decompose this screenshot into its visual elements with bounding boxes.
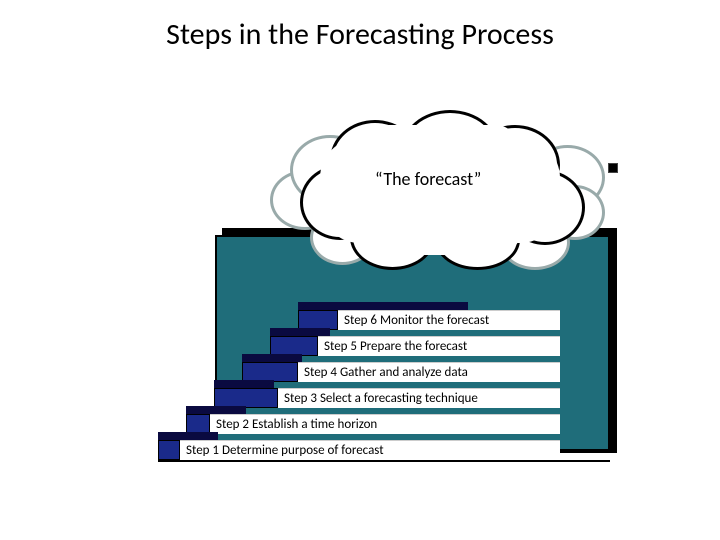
step-4-front [242,362,298,382]
window-icon [608,163,618,173]
step-3-label: Step 3 Select a forecasting technique [278,388,560,408]
forecast-steps-diagram: “The forecast” Step 6 Monitor the foreca… [100,120,620,500]
step-5-label: Step 5 Prepare the forecast [318,336,560,356]
step-6-label: Step 6 Monitor the forecast [338,310,560,330]
step-1-front [158,440,180,460]
step-4-label: Step 4 Gather and analyze data [298,362,560,382]
step-2-front [186,414,210,434]
cloud-label: “The forecast” [375,168,481,190]
page-title: Steps in the Forecasting Process [0,16,720,53]
block-bottom-edge [158,460,610,462]
step-2-label: Step 2 Establish a time horizon [210,414,560,434]
step-6-front [298,310,338,330]
step-3-front [214,388,278,408]
step-5-front [270,336,318,356]
cloud: “The forecast” [270,110,600,260]
step-1-label: Step 1 Determine purpose of forecast [180,440,560,460]
